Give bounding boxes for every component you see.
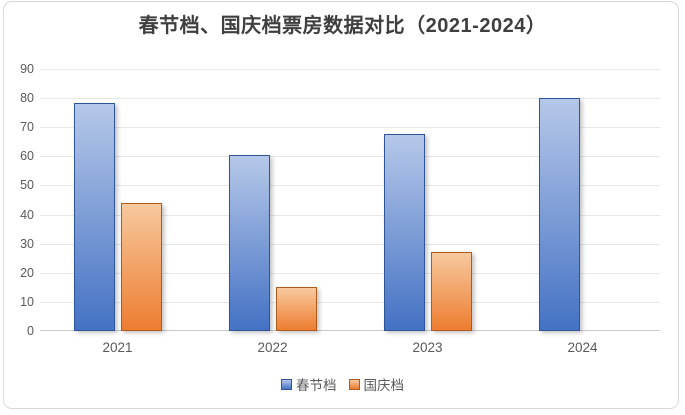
bar-national-day-2023 xyxy=(430,251,472,331)
bar-spring-festival-2021 xyxy=(73,102,115,331)
legend-label-spring-festival: 春节档 xyxy=(296,378,337,393)
legend-label-national-day: 国庆档 xyxy=(363,378,405,393)
x-axis-label-2023: 2023 xyxy=(412,340,443,355)
legend: 春节档 国庆档 xyxy=(0,374,685,394)
y-tick-label: 30 xyxy=(20,236,34,251)
x-axis-line xyxy=(40,330,660,331)
y-tick-label: 20 xyxy=(20,265,34,280)
legend-swatch-spring-festival-icon xyxy=(281,378,292,390)
plot-area xyxy=(40,69,660,331)
bar-spring-festival-2022 xyxy=(228,155,270,331)
bar-spring-festival-2024 xyxy=(538,97,580,331)
legend-swatch-national-day-icon xyxy=(348,378,360,390)
gridline xyxy=(40,185,660,187)
gridline xyxy=(40,214,660,216)
bar-spring-festival-2023 xyxy=(383,134,425,331)
y-tick-label: 0 xyxy=(27,324,34,338)
x-axis-labels: 2021 2022 2023 2024 xyxy=(40,340,660,360)
y-tick-label: 50 xyxy=(20,178,34,193)
y-tick-label: 70 xyxy=(20,120,34,135)
gridline xyxy=(40,69,660,70)
gridline xyxy=(40,156,660,158)
y-axis: 0 10 20 30 40 50 60 70 80 90 xyxy=(6,62,34,338)
y-tick-label: 80 xyxy=(20,91,34,106)
bar-national-day-2021 xyxy=(120,203,162,331)
gridline xyxy=(40,243,660,245)
y-tick-label: 90 xyxy=(20,62,34,76)
chart-title: 春节档、国庆档票房数据对比（2021-2024） xyxy=(138,15,547,37)
legend-item-national-day: 国庆档 xyxy=(348,374,405,394)
y-tick-label: 60 xyxy=(20,149,34,164)
bar-national-day-2022 xyxy=(275,287,317,331)
gridline xyxy=(40,98,660,100)
y-tick-label: 40 xyxy=(20,207,34,222)
gridline xyxy=(40,301,660,303)
x-axis-label-2021: 2021 xyxy=(102,340,133,355)
y-tick-label: 10 xyxy=(20,294,34,309)
legend-item-spring-festival: 春节档 xyxy=(281,374,337,394)
x-axis-label-2022: 2022 xyxy=(257,340,288,355)
gridline xyxy=(40,272,660,274)
x-axis-label-2024: 2024 xyxy=(567,340,598,355)
gridline xyxy=(40,127,660,129)
